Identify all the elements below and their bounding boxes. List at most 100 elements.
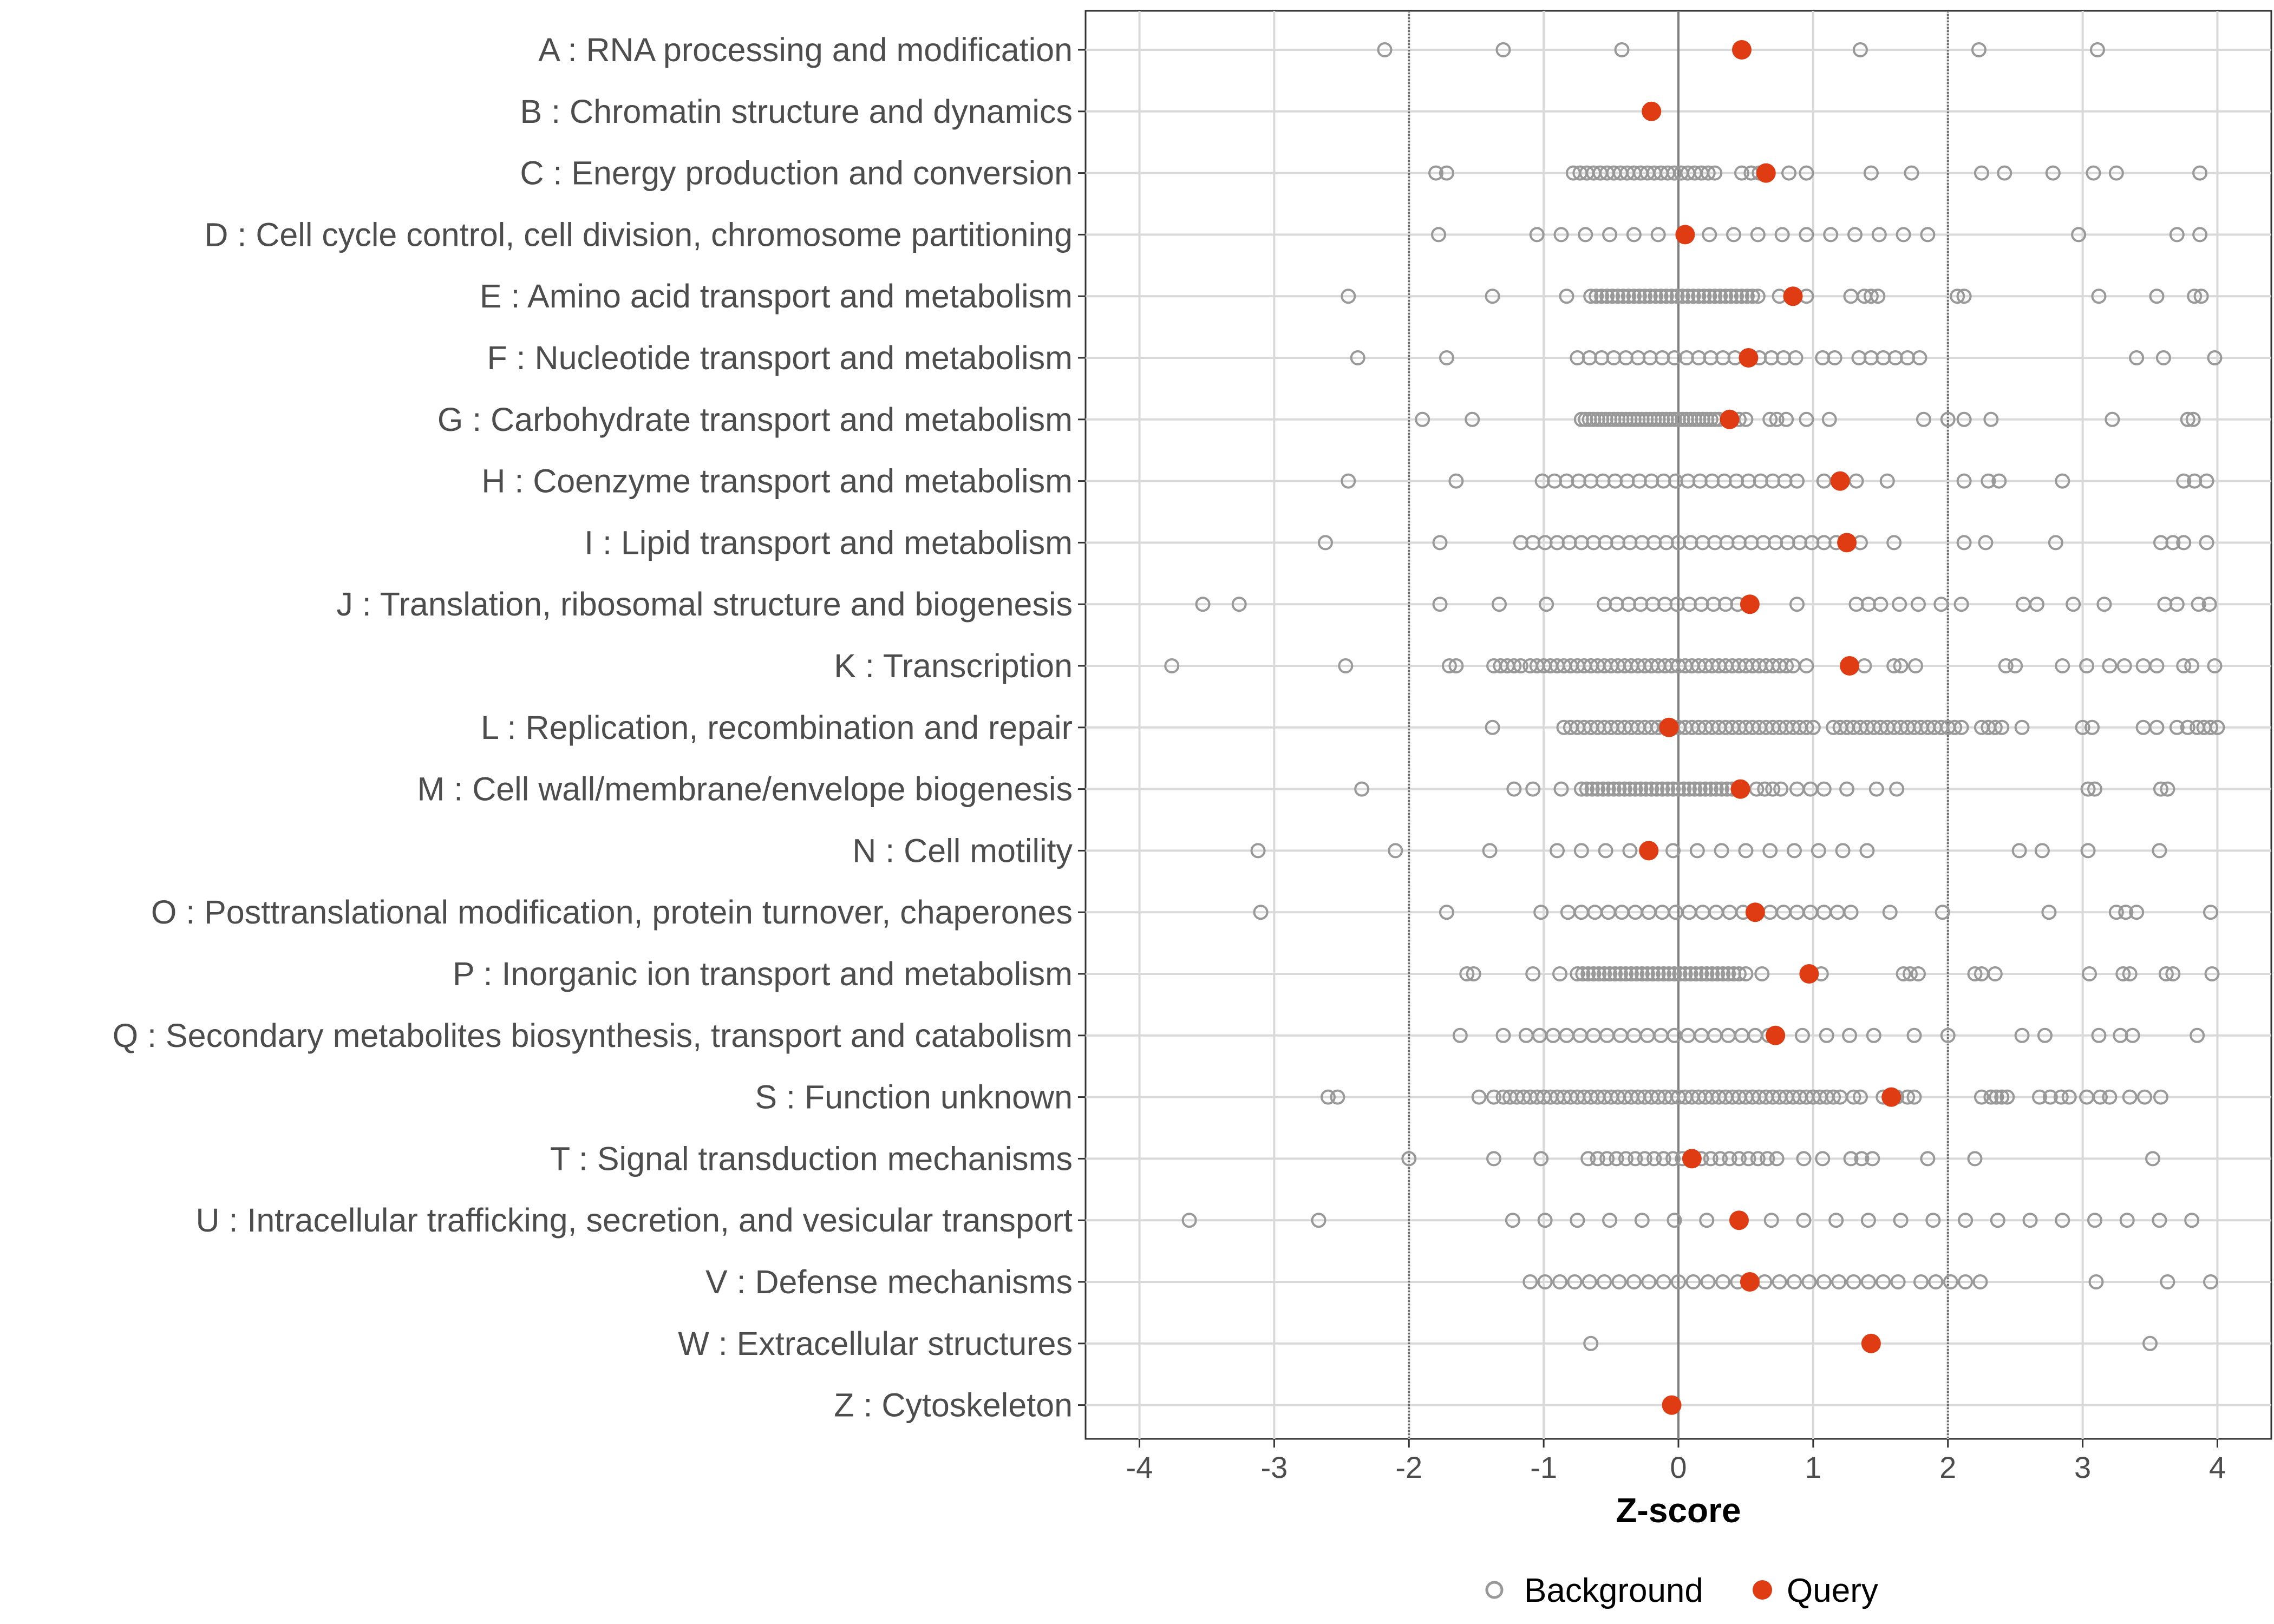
background-point [1863, 289, 1879, 304]
background-point [1580, 1151, 1596, 1167]
background-point [2158, 966, 2174, 981]
background-point [1910, 966, 1926, 981]
background-point [1967, 966, 1983, 981]
x-tick-label: -1 [1530, 1450, 1557, 1484]
background-point [1760, 1151, 1775, 1167]
background-point [1805, 719, 1821, 735]
background-point [2087, 1213, 2102, 1228]
category-label: P : Inorganic ion transport and metaboli… [453, 955, 1073, 992]
background-point [2142, 1335, 2158, 1351]
query-point [1720, 409, 1740, 429]
background-point [2187, 289, 2203, 304]
background-point [1799, 658, 1814, 673]
background-point [1672, 966, 1688, 981]
background-point [2165, 966, 2181, 981]
background-point [1935, 905, 1950, 920]
query-point [1740, 1272, 1760, 1292]
background-point [1950, 289, 1965, 304]
background-point [1916, 411, 1931, 427]
background-point [1987, 966, 2003, 981]
background-point [1513, 658, 1528, 673]
background-point [1723, 289, 1739, 304]
background-points [1164, 42, 2225, 1351]
background-point [1819, 1027, 1834, 1043]
background-point [1983, 1089, 1999, 1105]
background-point [1774, 227, 1790, 243]
background-point [1876, 1274, 1891, 1289]
background-point [1354, 781, 1370, 797]
background-point [1533, 1151, 1549, 1167]
background-point [1997, 165, 2012, 181]
category-label: T : Signal transduction mechanisms [550, 1140, 1073, 1177]
background-point [1958, 1274, 1974, 1289]
background-point [2152, 843, 2167, 859]
x-tick-label: 4 [2209, 1450, 2226, 1484]
background-point [1637, 289, 1652, 304]
background-point [2055, 658, 2070, 673]
background-point [1415, 411, 1430, 427]
background-point [1910, 597, 1926, 612]
background-point [1388, 843, 1403, 859]
background-point [2045, 165, 2061, 181]
background-point [1947, 719, 1963, 735]
background-point [1799, 227, 1814, 243]
background-point [1865, 1151, 1880, 1167]
background-point [1594, 289, 1610, 304]
background-point [2149, 719, 2165, 735]
background-point [1622, 781, 1638, 797]
background-point [1788, 350, 1803, 365]
background-point [1689, 843, 1705, 859]
query-point [1639, 841, 1659, 861]
background-point [1628, 781, 1643, 797]
background-point [1600, 781, 1616, 797]
background-point [1913, 1274, 1929, 1289]
background-point [2176, 658, 2192, 673]
background-point [1661, 966, 1677, 981]
background-point [2191, 597, 2206, 612]
background-point [1908, 658, 1923, 673]
background-point [2082, 966, 2097, 981]
background-point [2155, 350, 2171, 365]
background-point [1750, 289, 1766, 304]
background-point [1892, 597, 1907, 612]
background-point [1828, 1213, 1844, 1228]
background-point [2149, 658, 2165, 673]
background-point [1866, 1027, 1881, 1043]
legend-background-marker [1485, 1581, 1504, 1599]
background-point [1796, 1151, 1812, 1167]
query-points [1639, 40, 1901, 1415]
background-point [1873, 597, 1889, 612]
background-point [2055, 473, 2070, 489]
background-point [1677, 966, 1693, 981]
background-point [2079, 658, 2095, 673]
background-point [2201, 597, 2217, 612]
background-point [1893, 1213, 1909, 1228]
background-point [1522, 1274, 1538, 1289]
background-point [1638, 781, 1654, 797]
background-point [1835, 843, 1851, 859]
background-point [1983, 411, 1999, 427]
background-point [1811, 843, 1826, 859]
background-point [1972, 1274, 1988, 1289]
background-point [1994, 719, 2010, 735]
background-point [1886, 658, 1902, 673]
background-point [2071, 227, 2087, 243]
background-point [2031, 1089, 2047, 1105]
background-point [1738, 966, 1754, 981]
background-point [2207, 350, 2223, 365]
background-point [2192, 227, 2208, 243]
background-point [1311, 1213, 1327, 1228]
background-point [2091, 1027, 2107, 1043]
background-point [1465, 411, 1480, 427]
background-point [1341, 473, 1356, 489]
background-point [1906, 1089, 1922, 1105]
background-point [1839, 781, 1855, 797]
background-point [1981, 473, 1996, 489]
category-label: S : Function unknown [755, 1079, 1073, 1116]
x-tick-label: -2 [1395, 1450, 1422, 1484]
background-point [1886, 535, 1902, 551]
background-point [2165, 535, 2181, 551]
background-point [1974, 1089, 1989, 1105]
background-point [1731, 1151, 1747, 1167]
background-point [2048, 535, 2063, 551]
